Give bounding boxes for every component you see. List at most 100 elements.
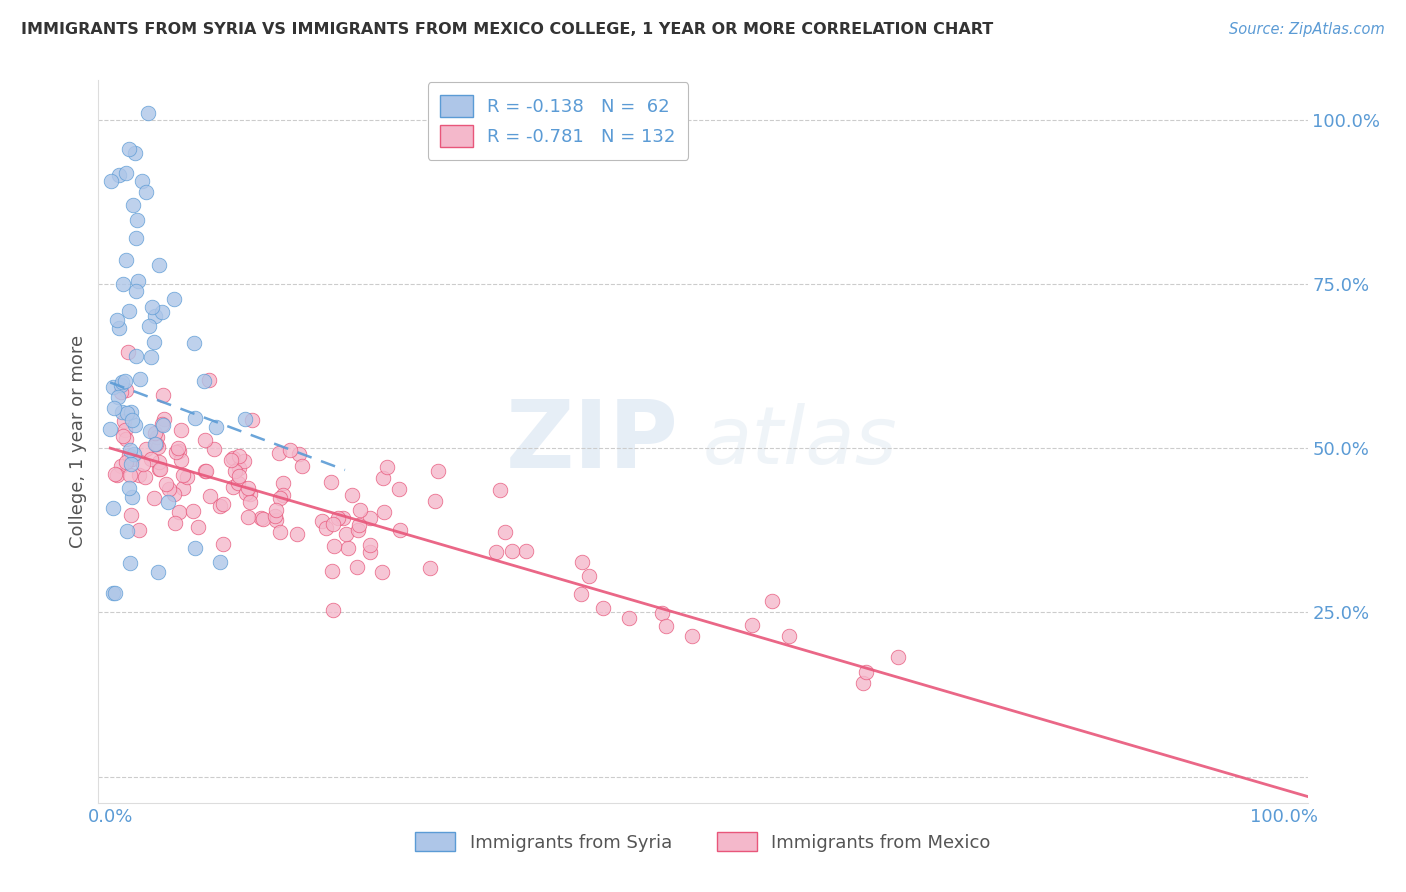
Point <box>107 168 129 182</box>
Point <box>176 469 198 483</box>
Point <box>335 527 357 541</box>
Point <box>120 557 142 571</box>
Point <box>98 422 121 436</box>
Point <box>269 525 291 540</box>
Point <box>236 481 259 495</box>
Point <box>122 198 145 212</box>
Point <box>232 453 254 467</box>
Point <box>135 185 157 199</box>
Point <box>149 461 172 475</box>
Point <box>118 468 141 483</box>
Point <box>322 603 344 617</box>
Point <box>204 419 226 434</box>
Point <box>263 509 285 524</box>
Point <box>104 467 127 482</box>
Point <box>145 437 167 451</box>
Point <box>209 499 232 513</box>
Text: atlas: atlas <box>703 402 898 481</box>
Point <box>264 503 287 517</box>
Point <box>681 629 703 643</box>
Point <box>111 429 134 443</box>
Point <box>118 442 141 457</box>
Point <box>153 412 176 426</box>
Point <box>373 505 395 519</box>
Point <box>114 423 136 437</box>
Point <box>852 675 875 690</box>
Point <box>108 321 131 335</box>
Point <box>120 508 142 522</box>
Point <box>239 494 262 508</box>
Point <box>226 476 249 491</box>
Point <box>115 166 138 180</box>
Point <box>146 430 169 444</box>
Point <box>569 587 592 601</box>
Point <box>651 607 673 621</box>
Point <box>141 452 163 467</box>
Point <box>222 450 245 465</box>
Point <box>107 390 129 404</box>
Point <box>105 467 128 482</box>
Point <box>148 455 170 469</box>
Point <box>121 452 143 467</box>
Point <box>152 417 174 432</box>
Point <box>515 544 537 558</box>
Point <box>139 424 162 438</box>
Point <box>592 601 614 615</box>
Point <box>485 544 508 558</box>
Point <box>233 412 256 426</box>
Point <box>124 145 146 160</box>
Point <box>228 461 250 475</box>
Point <box>111 405 134 419</box>
Point <box>266 513 288 527</box>
Y-axis label: College, 1 year or more: College, 1 year or more <box>69 335 87 548</box>
Point <box>187 520 209 534</box>
Point <box>127 213 149 227</box>
Point <box>125 284 148 298</box>
Point <box>148 259 170 273</box>
Point <box>141 300 163 314</box>
Point <box>103 401 125 415</box>
Point <box>323 539 346 553</box>
Point <box>855 665 877 680</box>
Point <box>136 106 159 120</box>
Point <box>145 309 167 323</box>
Point <box>212 537 235 551</box>
Point <box>238 509 260 524</box>
Point <box>741 618 763 632</box>
Point <box>127 274 149 288</box>
Point <box>278 442 301 457</box>
Point <box>117 344 139 359</box>
Point <box>125 231 148 245</box>
Point <box>778 630 800 644</box>
Point <box>359 511 381 525</box>
Point <box>112 414 135 428</box>
Point <box>761 594 783 608</box>
Point <box>200 489 222 503</box>
Point <box>110 459 132 474</box>
Point <box>167 443 190 458</box>
Point <box>143 437 166 451</box>
Point <box>388 482 411 496</box>
Point <box>105 313 128 327</box>
Point <box>101 585 124 599</box>
Point <box>347 523 370 537</box>
Point <box>321 565 343 579</box>
Point <box>148 462 170 476</box>
Point <box>143 426 166 441</box>
Point <box>146 440 169 454</box>
Point <box>419 561 441 575</box>
Legend: Immigrants from Syria, Immigrants from Mexico: Immigrants from Syria, Immigrants from M… <box>408 825 998 859</box>
Point <box>194 464 217 478</box>
Point <box>250 511 273 525</box>
Point <box>167 505 190 519</box>
Point <box>118 481 141 495</box>
Point <box>373 471 395 485</box>
Point <box>269 491 291 506</box>
Point <box>115 252 138 267</box>
Point <box>100 173 122 187</box>
Point <box>114 455 136 469</box>
Point <box>340 488 363 502</box>
Point <box>328 511 350 525</box>
Point <box>426 465 449 479</box>
Point <box>285 526 308 541</box>
